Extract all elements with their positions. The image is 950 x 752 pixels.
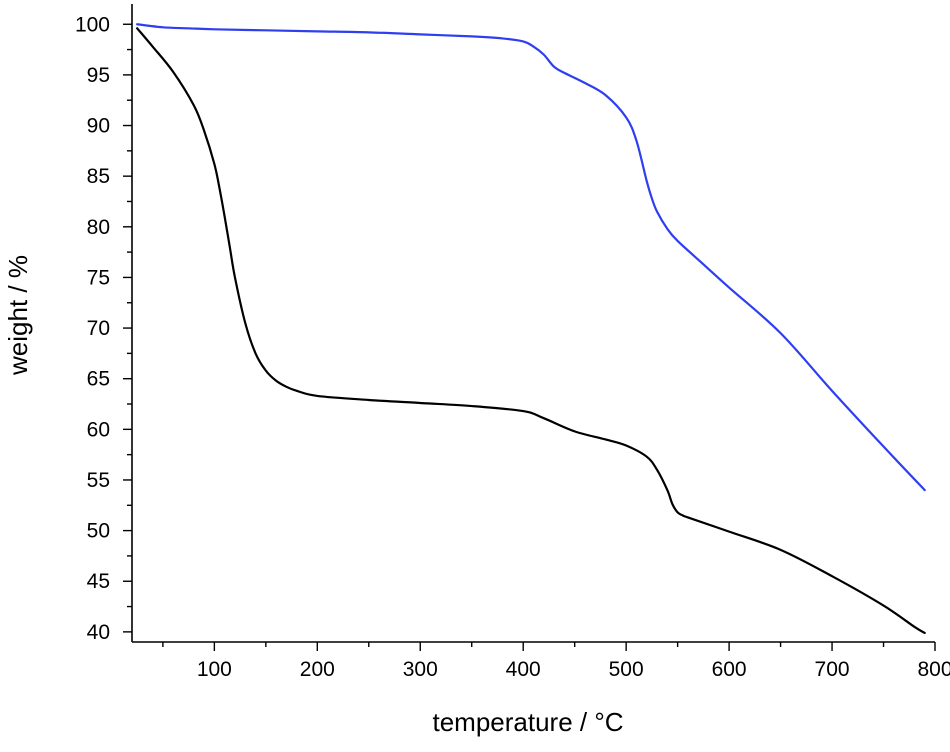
x-tick-label: 700 — [815, 658, 850, 681]
y-tick-label: 75 — [87, 266, 110, 289]
y-axis: 40 45 50 55 60 65 70 75 80 85 90 95 100 — [75, 13, 132, 644]
series-line-black — [136, 27, 926, 634]
y-tick-label: 60 — [87, 418, 110, 441]
series-line-blue — [136, 23, 926, 492]
y-tick-label: 80 — [87, 216, 110, 239]
plot-frame — [131, 4, 935, 643]
x-tick-label: 200 — [300, 658, 335, 681]
x-tick-label: 800 — [917, 658, 950, 681]
y-axis-title: weight / % — [3, 255, 33, 376]
y-tick-label: 85 — [87, 165, 110, 188]
x-axis: 100 200 300 400 500 600 700 800 — [162, 642, 950, 681]
y-tick-label: 90 — [87, 115, 110, 138]
y-tick-label: 65 — [87, 368, 110, 391]
x-axis-title: temperature / °C — [432, 707, 623, 737]
series-layer — [136, 23, 926, 634]
y-tick-label: 70 — [87, 317, 110, 340]
y-tick-label: 45 — [87, 570, 110, 593]
y-tick-label: 95 — [87, 64, 110, 87]
x-tick-label: 500 — [609, 658, 644, 681]
x-tick-label: 100 — [197, 658, 232, 681]
y-tick-label: 40 — [87, 621, 110, 644]
x-tick-label: 300 — [403, 658, 438, 681]
y-tick-label: 55 — [87, 469, 110, 492]
x-tick-label: 600 — [712, 658, 747, 681]
y-tick-label: 100 — [75, 13, 110, 36]
y-tick-label: 50 — [87, 520, 110, 543]
x-tick-label: 400 — [506, 658, 541, 681]
